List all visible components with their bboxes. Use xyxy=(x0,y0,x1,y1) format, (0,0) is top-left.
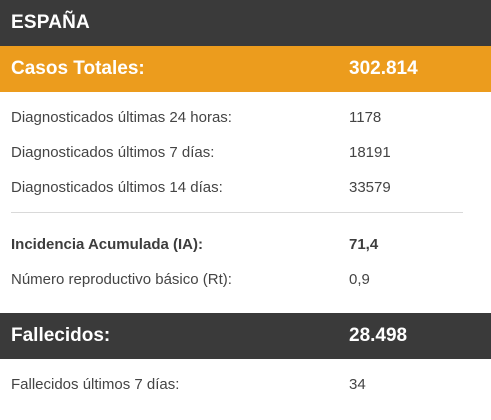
stat-value: 71,4 xyxy=(349,236,379,253)
stat-row: Incidencia Acumulada (IA): 71,4 xyxy=(0,227,491,262)
stat-value: 34 xyxy=(349,376,366,393)
stat-row: Diagnosticados últimas 24 horas: 1178 xyxy=(0,100,491,135)
stat-row: Diagnosticados últimos 14 días: 33579 xyxy=(0,170,491,205)
total-cases-value: 302.814 xyxy=(349,58,418,79)
stat-value: 33579 xyxy=(349,179,391,196)
stat-label: Número reproductivo básico (Rt): xyxy=(11,271,232,288)
indicators-details: Incidencia Acumulada (IA): 71,4 Número r… xyxy=(0,227,491,297)
stat-label: Fallecidos últimos 7 días: xyxy=(11,376,180,393)
stat-value: 18191 xyxy=(349,144,391,161)
deaths-label: Fallecidos: xyxy=(11,325,111,346)
deaths-details: Fallecidos últimos 7 días: 34 xyxy=(0,359,491,402)
total-cases-band: Casos Totales: 302.814 xyxy=(0,46,491,92)
deaths-value: 28.498 xyxy=(349,325,408,346)
stat-label: Diagnosticados últimas 24 horas: xyxy=(11,109,232,126)
total-cases-label: Casos Totales: xyxy=(11,58,145,79)
region-title-bar: ESPAÑA xyxy=(0,0,491,46)
stat-value: 1178 xyxy=(349,109,382,126)
stat-row: Diagnosticados últimos 7 días: 18191 xyxy=(0,135,491,170)
cases-details: Diagnosticados últimas 24 horas: 1178 Di… xyxy=(0,92,491,205)
stat-row: Fallecidos últimos 7 días: 34 xyxy=(0,367,491,402)
section-divider xyxy=(11,212,463,213)
deaths-band: Fallecidos: 28.498 xyxy=(0,313,491,359)
stat-label: Diagnosticados últimos 14 días: xyxy=(11,179,223,196)
region-title: ESPAÑA xyxy=(11,12,90,33)
stat-label: Incidencia Acumulada (IA): xyxy=(11,236,203,253)
stat-row: Número reproductivo básico (Rt): 0,9 xyxy=(0,262,491,297)
stat-value: 0,9 xyxy=(349,271,370,288)
stat-label: Diagnosticados últimos 7 días: xyxy=(11,144,215,161)
